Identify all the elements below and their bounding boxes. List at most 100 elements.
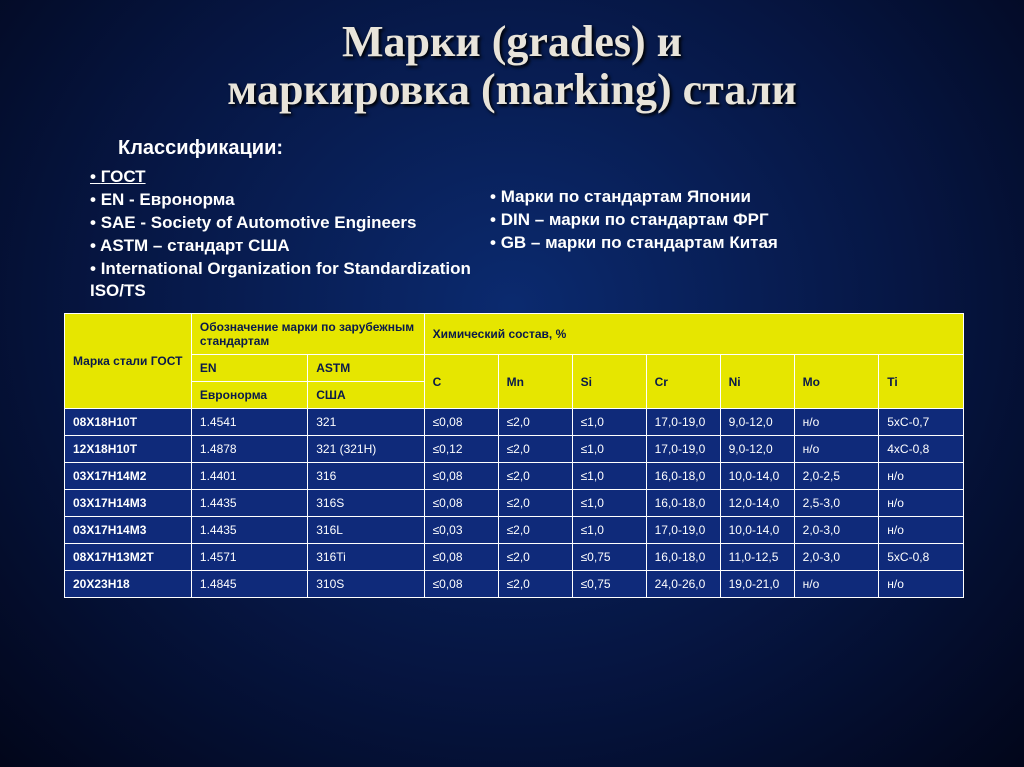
- cell-ni: 19,0-21,0: [720, 571, 794, 598]
- cell-si: ≤1,0: [572, 436, 646, 463]
- list-item: ГОСТ: [90, 166, 490, 189]
- cell-si: ≤1,0: [572, 490, 646, 517]
- cell-en: 1.4845: [191, 571, 307, 598]
- cell-astm: 316S: [308, 490, 424, 517]
- cell-astm: 310S: [308, 571, 424, 598]
- th-mo: Mo: [794, 355, 879, 409]
- th-chem: Химический состав, %: [424, 314, 963, 355]
- cell-mn: ≤2,0: [498, 517, 572, 544]
- cell-cr: 17,0-19,0: [646, 517, 720, 544]
- table-row: 03Х17Н14М31.4435316L≤0,03≤2,0≤1,017,0-19…: [65, 517, 964, 544]
- cell-ni: 9,0-12,0: [720, 409, 794, 436]
- table-row: 03Х17Н14М31.4435316S≤0,08≤2,0≤1,016,0-18…: [65, 490, 964, 517]
- cell-cr: 24,0-26,0: [646, 571, 720, 598]
- th-ti: Ti: [879, 355, 964, 409]
- cell-mn: ≤2,0: [498, 490, 572, 517]
- list-item: EN - Евронорма: [90, 189, 490, 212]
- cell-cr: 16,0-18,0: [646, 463, 720, 490]
- cell-mo: н/о: [794, 436, 879, 463]
- cell-c: ≤0,08: [424, 571, 498, 598]
- cell-mn: ≤2,0: [498, 409, 572, 436]
- cell-si: ≤1,0: [572, 517, 646, 544]
- cell-ni: 9,0-12,0: [720, 436, 794, 463]
- table-row: 12Х18Н10Т1.4878321 (321H)≤0,12≤2,0≤1,017…: [65, 436, 964, 463]
- list-item: Марки по стандартам Японии: [490, 186, 890, 209]
- cell-astm: 321: [308, 409, 424, 436]
- th-astm-sub: США: [308, 382, 424, 409]
- cell-gost: 03Х17Н14М3: [65, 490, 192, 517]
- th-en-sub: Евронорма: [191, 382, 307, 409]
- cell-c: ≤0,03: [424, 517, 498, 544]
- cell-astm: 316Ti: [308, 544, 424, 571]
- cell-mn: ≤2,0: [498, 436, 572, 463]
- cell-c: ≤0,08: [424, 490, 498, 517]
- cell-c: ≤0,08: [424, 544, 498, 571]
- cell-cr: 16,0-18,0: [646, 544, 720, 571]
- cell-si: ≤0,75: [572, 544, 646, 571]
- cell-ti: н/о: [879, 571, 964, 598]
- th-gost: Марка стали ГОСТ: [65, 314, 192, 409]
- list-item: ASTM – стандарт США: [90, 235, 490, 258]
- cell-ti: н/о: [879, 517, 964, 544]
- cell-c: ≤0,08: [424, 409, 498, 436]
- cell-ti: 5xC-0,8: [879, 544, 964, 571]
- cell-en: 1.4878: [191, 436, 307, 463]
- th-astm: ASTM: [308, 355, 424, 382]
- cell-cr: 17,0-19,0: [646, 409, 720, 436]
- list-item: SAE - Society of Automotive Engineers: [90, 212, 490, 235]
- title-line-2: маркировка (marking) стали: [227, 65, 796, 114]
- cell-gost: 08Х18Н10Т: [65, 409, 192, 436]
- classification-lists: ГОСТ EN - Евронорма SAE - Society of Aut…: [90, 166, 964, 304]
- subtitle: Классификации:: [118, 137, 964, 160]
- cell-ti: 4xC-0,8: [879, 436, 964, 463]
- table-row: 03Х17Н14М21.4401316≤0,08≤2,0≤1,016,0-18,…: [65, 463, 964, 490]
- cell-ni: 10,0-14,0: [720, 463, 794, 490]
- th-ni: Ni: [720, 355, 794, 409]
- list-item: DIN – марки по стандартам ФРГ: [490, 209, 890, 232]
- th-en: EN: [191, 355, 307, 382]
- th-si: Si: [572, 355, 646, 409]
- cell-gost: 12Х18Н10Т: [65, 436, 192, 463]
- cell-mo: 2,0-3,0: [794, 517, 879, 544]
- cell-mo: 2,5-3,0: [794, 490, 879, 517]
- cell-cr: 16,0-18,0: [646, 490, 720, 517]
- cell-ti: н/о: [879, 463, 964, 490]
- slide: Марки (grades) и маркировка (marking) ст…: [0, 0, 1024, 767]
- cell-gost: 03Х17Н14М2: [65, 463, 192, 490]
- cell-ni: 12,0-14,0: [720, 490, 794, 517]
- cell-en: 1.4571: [191, 544, 307, 571]
- table-row: 20Х23Н181.4845310S≤0,08≤2,0≤0,7524,0-26,…: [65, 571, 964, 598]
- table-header: Марка стали ГОСТ Обозначение марки по за…: [65, 314, 964, 409]
- cell-astm: 316: [308, 463, 424, 490]
- cell-mo: н/о: [794, 409, 879, 436]
- list-item: International Organization for Standardi…: [90, 258, 490, 304]
- cell-astm: 321 (321H): [308, 436, 424, 463]
- slide-title: Марки (grades) и маркировка (marking) ст…: [60, 18, 964, 115]
- title-line-1: Марки (grades) и: [342, 17, 682, 66]
- table-row: 08Х17Н13М2Т1.4571316Ti≤0,08≤2,0≤0,7516,0…: [65, 544, 964, 571]
- cell-astm: 316L: [308, 517, 424, 544]
- cell-ti: 5xC-0,7: [879, 409, 964, 436]
- cell-ti: н/о: [879, 490, 964, 517]
- cell-mn: ≤2,0: [498, 544, 572, 571]
- cell-en: 1.4435: [191, 517, 307, 544]
- table-row: 08Х18Н10Т1.4541321≤0,08≤2,0≤1,017,0-19,0…: [65, 409, 964, 436]
- cell-en: 1.4435: [191, 490, 307, 517]
- cell-mo: н/о: [794, 571, 879, 598]
- cell-si: ≤0,75: [572, 571, 646, 598]
- th-foreign: Обозначение марки по зарубежным стандарт…: [191, 314, 424, 355]
- th-cr: Cr: [646, 355, 720, 409]
- cell-gost: 08Х17Н13М2Т: [65, 544, 192, 571]
- cell-mn: ≤2,0: [498, 571, 572, 598]
- cell-mo: 2,0-3,0: [794, 544, 879, 571]
- grades-table: Марка стали ГОСТ Обозначение марки по за…: [64, 313, 964, 598]
- list-item: GB – марки по стандартам Китая: [490, 232, 890, 255]
- cell-en: 1.4541: [191, 409, 307, 436]
- cell-ni: 10,0-14,0: [720, 517, 794, 544]
- right-list: Марки по стандартам Японии DIN – марки п…: [490, 166, 890, 304]
- cell-cr: 17,0-19,0: [646, 436, 720, 463]
- left-list: ГОСТ EN - Евронорма SAE - Society of Aut…: [90, 166, 490, 304]
- cell-en: 1.4401: [191, 463, 307, 490]
- grades-table-wrap: Марка стали ГОСТ Обозначение марки по за…: [64, 313, 964, 598]
- cell-c: ≤0,08: [424, 463, 498, 490]
